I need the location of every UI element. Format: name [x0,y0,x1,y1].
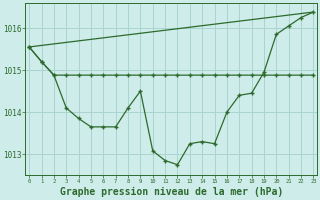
X-axis label: Graphe pression niveau de la mer (hPa): Graphe pression niveau de la mer (hPa) [60,187,283,197]
